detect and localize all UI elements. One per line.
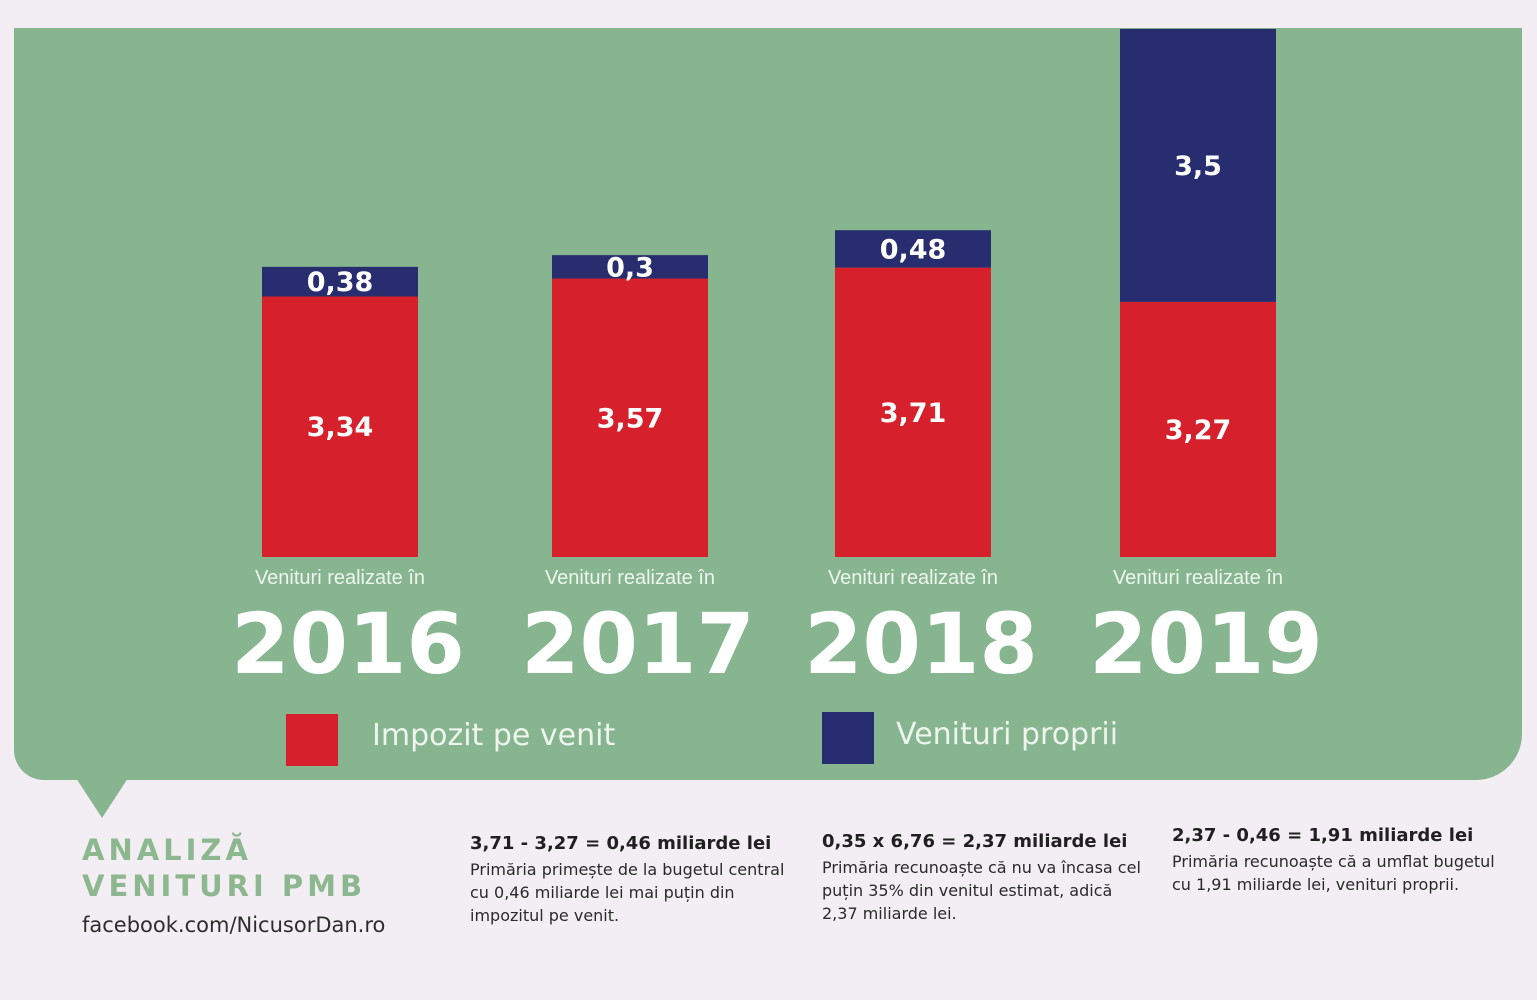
bar-label-2018-impozit: 3,71 — [880, 398, 947, 429]
legend-swatch-venituri-proprii — [822, 712, 874, 764]
bar-label-2019-impozit: 3,27 — [1165, 415, 1232, 446]
bar-label-2018-venituri-proprii: 0,48 — [880, 234, 947, 265]
note-1: 3,71 - 3,27 = 0,46 miliarde lei Primăria… — [470, 832, 800, 927]
analysis-title-line1: ANALIZĂ — [82, 833, 252, 867]
bar-2018-impozit — [835, 267, 991, 557]
note-2-formula: 0,35 x 6,76 = 2,37 miliarde lei — [822, 831, 1128, 852]
bar-label-2017-venituri-proprii: 0,3 — [606, 252, 654, 283]
year-label-2019: 2019 — [1089, 595, 1323, 693]
note-2-text: Primăria recunoaște că nu va încasa cel … — [822, 858, 1141, 923]
note-3-text: Primăria recunoaște că a umflat bugetul … — [1172, 852, 1495, 894]
bar-label-2016-venituri-proprii: 0,38 — [307, 267, 374, 298]
bar-2017-impozit — [552, 278, 708, 557]
bar-2019-venituri-proprii — [1120, 28, 1276, 302]
note-1-text: Primăria primește de la bugetul central … — [470, 860, 785, 925]
analysis-title: ANALIZĂ VENITURI PMB — [82, 832, 366, 904]
caption-2018: Venituri realizate în — [828, 567, 998, 589]
analysis-title-line2: VENITURI PMB — [82, 869, 367, 903]
panel-speech-tail — [76, 778, 128, 818]
caption-2019: Venituri realizate în — [1113, 567, 1283, 589]
note-1-formula: 3,71 - 3,27 = 0,46 miliarde lei — [470, 833, 772, 854]
note-3: 2,37 - 0,46 = 1,91 miliarde lei Primăria… — [1172, 824, 1502, 896]
bar-label-2017-impozit: 3,57 — [597, 403, 664, 434]
note-3-formula: 2,37 - 0,46 = 1,91 miliarde lei — [1172, 825, 1474, 846]
legend-label-venituri-proprii: Venituri proprii — [896, 717, 1119, 752]
bar-label-2019-venituri-proprii: 3,5 — [1174, 151, 1222, 182]
year-label-2017: 2017 — [521, 595, 755, 693]
caption-2017: Venituri realizate în — [545, 567, 715, 589]
year-label-2016: 2016 — [231, 595, 465, 693]
legend-label-impozit: Impozit pe venit — [372, 718, 616, 753]
bar-2019-impozit — [1120, 301, 1276, 557]
year-label-2018: 2018 — [804, 595, 1038, 693]
bar-2016-impozit — [262, 296, 418, 557]
bar-2017-venituri-proprii — [552, 255, 708, 279]
bar-2018-venituri-proprii — [835, 230, 991, 268]
note-2: 0,35 x 6,76 = 2,37 miliarde lei Primăria… — [822, 830, 1152, 925]
legend-swatch-impozit — [286, 714, 338, 766]
bar-label-2016-impozit: 3,34 — [307, 412, 374, 443]
bar-2016-venituri-proprii — [262, 266, 418, 297]
caption-2016: Venituri realizate în — [255, 567, 425, 589]
facebook-link[interactable]: facebook.com/NicusorDan.ro — [82, 913, 386, 937]
